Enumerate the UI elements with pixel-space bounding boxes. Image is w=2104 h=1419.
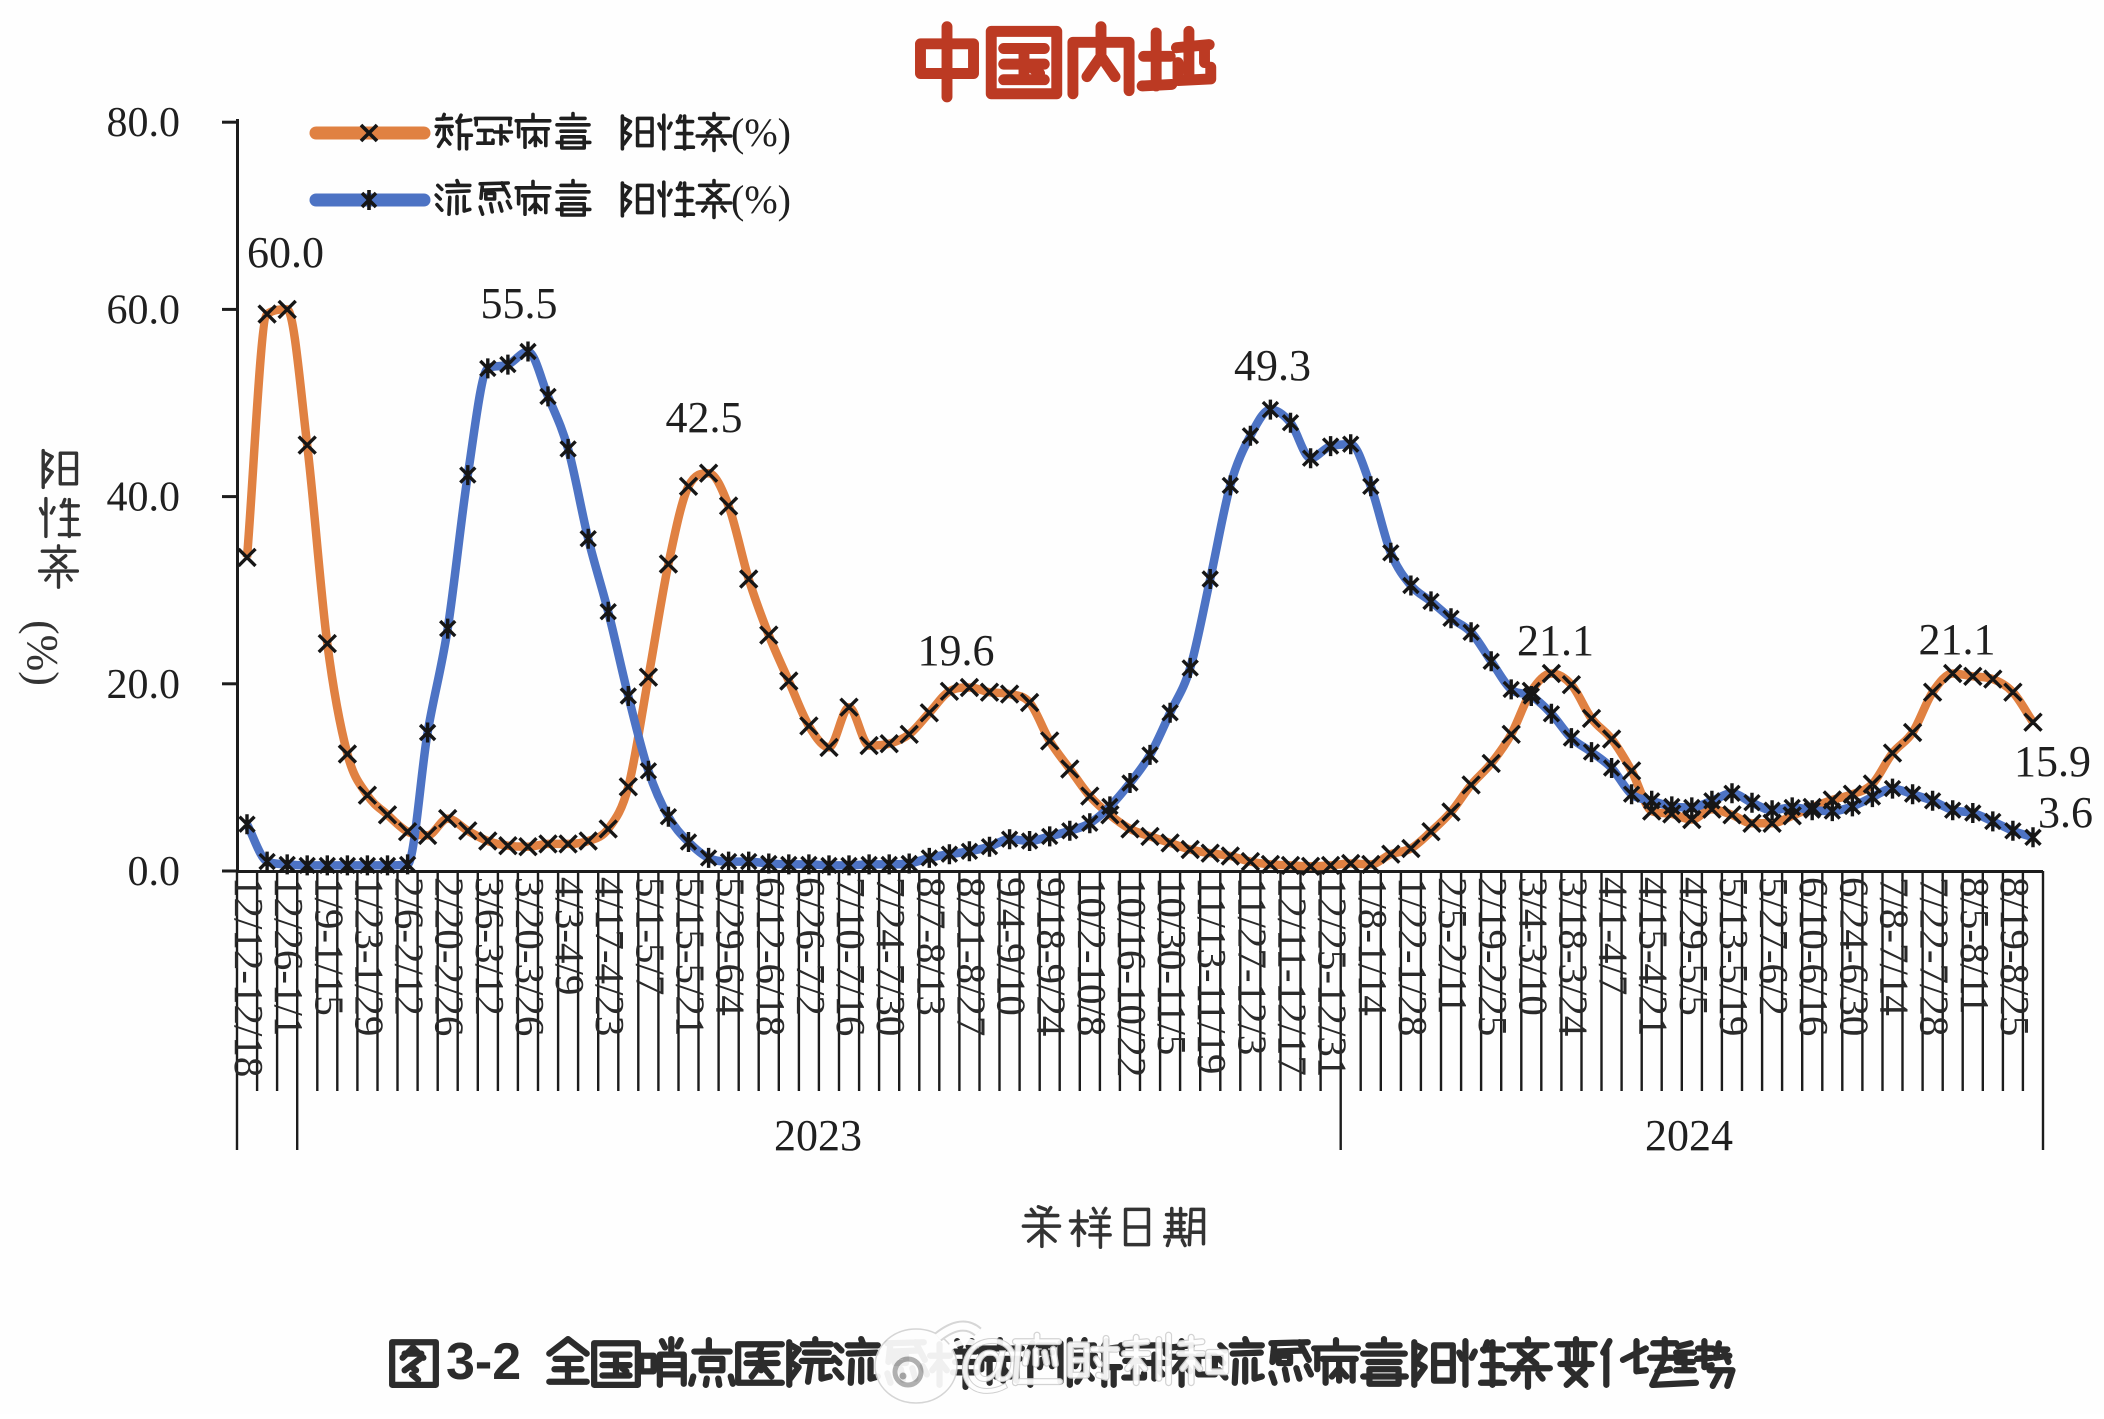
svg-text:9/18-9/24: 9/18-9/24 <box>1029 877 1075 1036</box>
svg-text:7/24-7/30: 7/24-7/30 <box>868 877 914 1036</box>
svg-text:19.6: 19.6 <box>918 626 995 675</box>
svg-text:10/16-10/22: 10/16-10/22 <box>1109 877 1155 1077</box>
svg-text:12/26-1/1: 12/26-1/1 <box>266 877 312 1036</box>
svg-text:3.6: 3.6 <box>2038 788 2093 837</box>
svg-text:8/7-8/13: 8/7-8/13 <box>908 877 954 1016</box>
svg-text:3/18-3/24: 3/18-3/24 <box>1550 877 1596 1036</box>
svg-text:1/8-1/14: 1/8-1/14 <box>1350 877 1396 1016</box>
svg-text:4/17-4/23: 4/17-4/23 <box>587 877 633 1036</box>
svg-text:@: @ <box>958 1329 1021 1398</box>
svg-text:5/27-6/2: 5/27-6/2 <box>1751 877 1797 1016</box>
svg-text:9/4-9/10: 9/4-9/10 <box>989 877 1035 1016</box>
svg-text:6/12-6/18: 6/12-6/18 <box>748 877 794 1036</box>
svg-text:40.0: 40.0 <box>107 475 181 521</box>
svg-text:10/30-11/5: 10/30-11/5 <box>1149 877 1195 1055</box>
svg-text:4/15-4/21: 4/15-4/21 <box>1631 877 1677 1036</box>
svg-text:2/5-2/11: 2/5-2/11 <box>1430 877 1476 1014</box>
svg-text:4/29-5/5: 4/29-5/5 <box>1671 877 1717 1016</box>
svg-text:20.0: 20.0 <box>107 662 181 708</box>
svg-text:6/10-6/16: 6/10-6/16 <box>1791 877 1837 1036</box>
svg-text:12/11-12/17: 12/11-12/17 <box>1270 877 1316 1076</box>
svg-text:60.0: 60.0 <box>107 287 181 333</box>
svg-text:4/1-4/7: 4/1-4/7 <box>1591 877 1637 995</box>
svg-text:3/4-3/10: 3/4-3/10 <box>1510 877 1556 1016</box>
svg-text:1/9-1/15: 1/9-1/15 <box>306 877 352 1016</box>
svg-text:5/13-5/19: 5/13-5/19 <box>1711 877 1757 1036</box>
svg-text:55.5: 55.5 <box>481 279 558 328</box>
svg-text:42.5: 42.5 <box>666 393 743 442</box>
svg-text:(%): (%) <box>731 177 791 222</box>
svg-text:6/26-7/2: 6/26-7/2 <box>788 877 834 1016</box>
svg-text:(%): (%) <box>731 110 791 155</box>
svg-text:21.1: 21.1 <box>1919 615 1996 664</box>
svg-text:7/22-7/28: 7/22-7/28 <box>1912 877 1958 1036</box>
svg-text:0.0: 0.0 <box>128 849 181 895</box>
svg-text:2024: 2024 <box>1645 1111 1733 1160</box>
svg-text:2/19-2/25: 2/19-2/25 <box>1470 877 1516 1036</box>
svg-text:2/6-2/12: 2/6-2/12 <box>387 877 433 1016</box>
svg-text:5/29-6/4: 5/29-6/4 <box>708 877 754 1016</box>
svg-text:2/20-2/26: 2/20-2/26 <box>427 877 473 1036</box>
svg-text:3/6-3/12: 3/6-3/12 <box>467 877 513 1016</box>
svg-text:4/3-4/9: 4/3-4/9 <box>547 877 593 995</box>
svg-text:8/5-8/11: 8/5-8/11 <box>1952 877 1998 1014</box>
svg-text:10/2-10/8: 10/2-10/8 <box>1069 877 1115 1036</box>
svg-text:11/13-11/19: 11/13-11/19 <box>1189 877 1235 1074</box>
svg-text:6/24-6/30: 6/24-6/30 <box>1831 877 1877 1036</box>
svg-text:12/12-12/18: 12/12-12/18 <box>226 877 272 1077</box>
svg-text:2023: 2023 <box>774 1111 862 1160</box>
svg-text:60.0: 60.0 <box>247 228 324 277</box>
svg-text:80.0: 80.0 <box>107 100 181 146</box>
svg-text:1/22-1/28: 1/22-1/28 <box>1390 877 1436 1036</box>
svg-text:12/25-12/31: 12/25-12/31 <box>1310 877 1356 1077</box>
svg-text:15.9: 15.9 <box>2014 737 2091 786</box>
svg-text:3/20-3/26: 3/20-3/26 <box>507 877 553 1036</box>
svg-text:49.3: 49.3 <box>1234 341 1311 390</box>
svg-text:(%): (%) <box>18 620 67 686</box>
svg-text:1/23-1/29: 1/23-1/29 <box>346 877 392 1036</box>
svg-text:5/15-5/21: 5/15-5/21 <box>668 877 714 1036</box>
svg-text:8/19-8/25: 8/19-8/25 <box>1992 877 2038 1036</box>
svg-text:3-2: 3-2 <box>446 1333 521 1391</box>
svg-text:7/8-7/14: 7/8-7/14 <box>1872 877 1918 1016</box>
svg-text:21.1: 21.1 <box>1517 616 1594 665</box>
svg-text:11/27-12/3: 11/27-12/3 <box>1229 877 1275 1055</box>
svg-text:5/1-5/7: 5/1-5/7 <box>627 877 673 995</box>
svg-text:7/10-7/16: 7/10-7/16 <box>828 877 874 1036</box>
svg-text:8/21-8/27: 8/21-8/27 <box>948 877 994 1036</box>
